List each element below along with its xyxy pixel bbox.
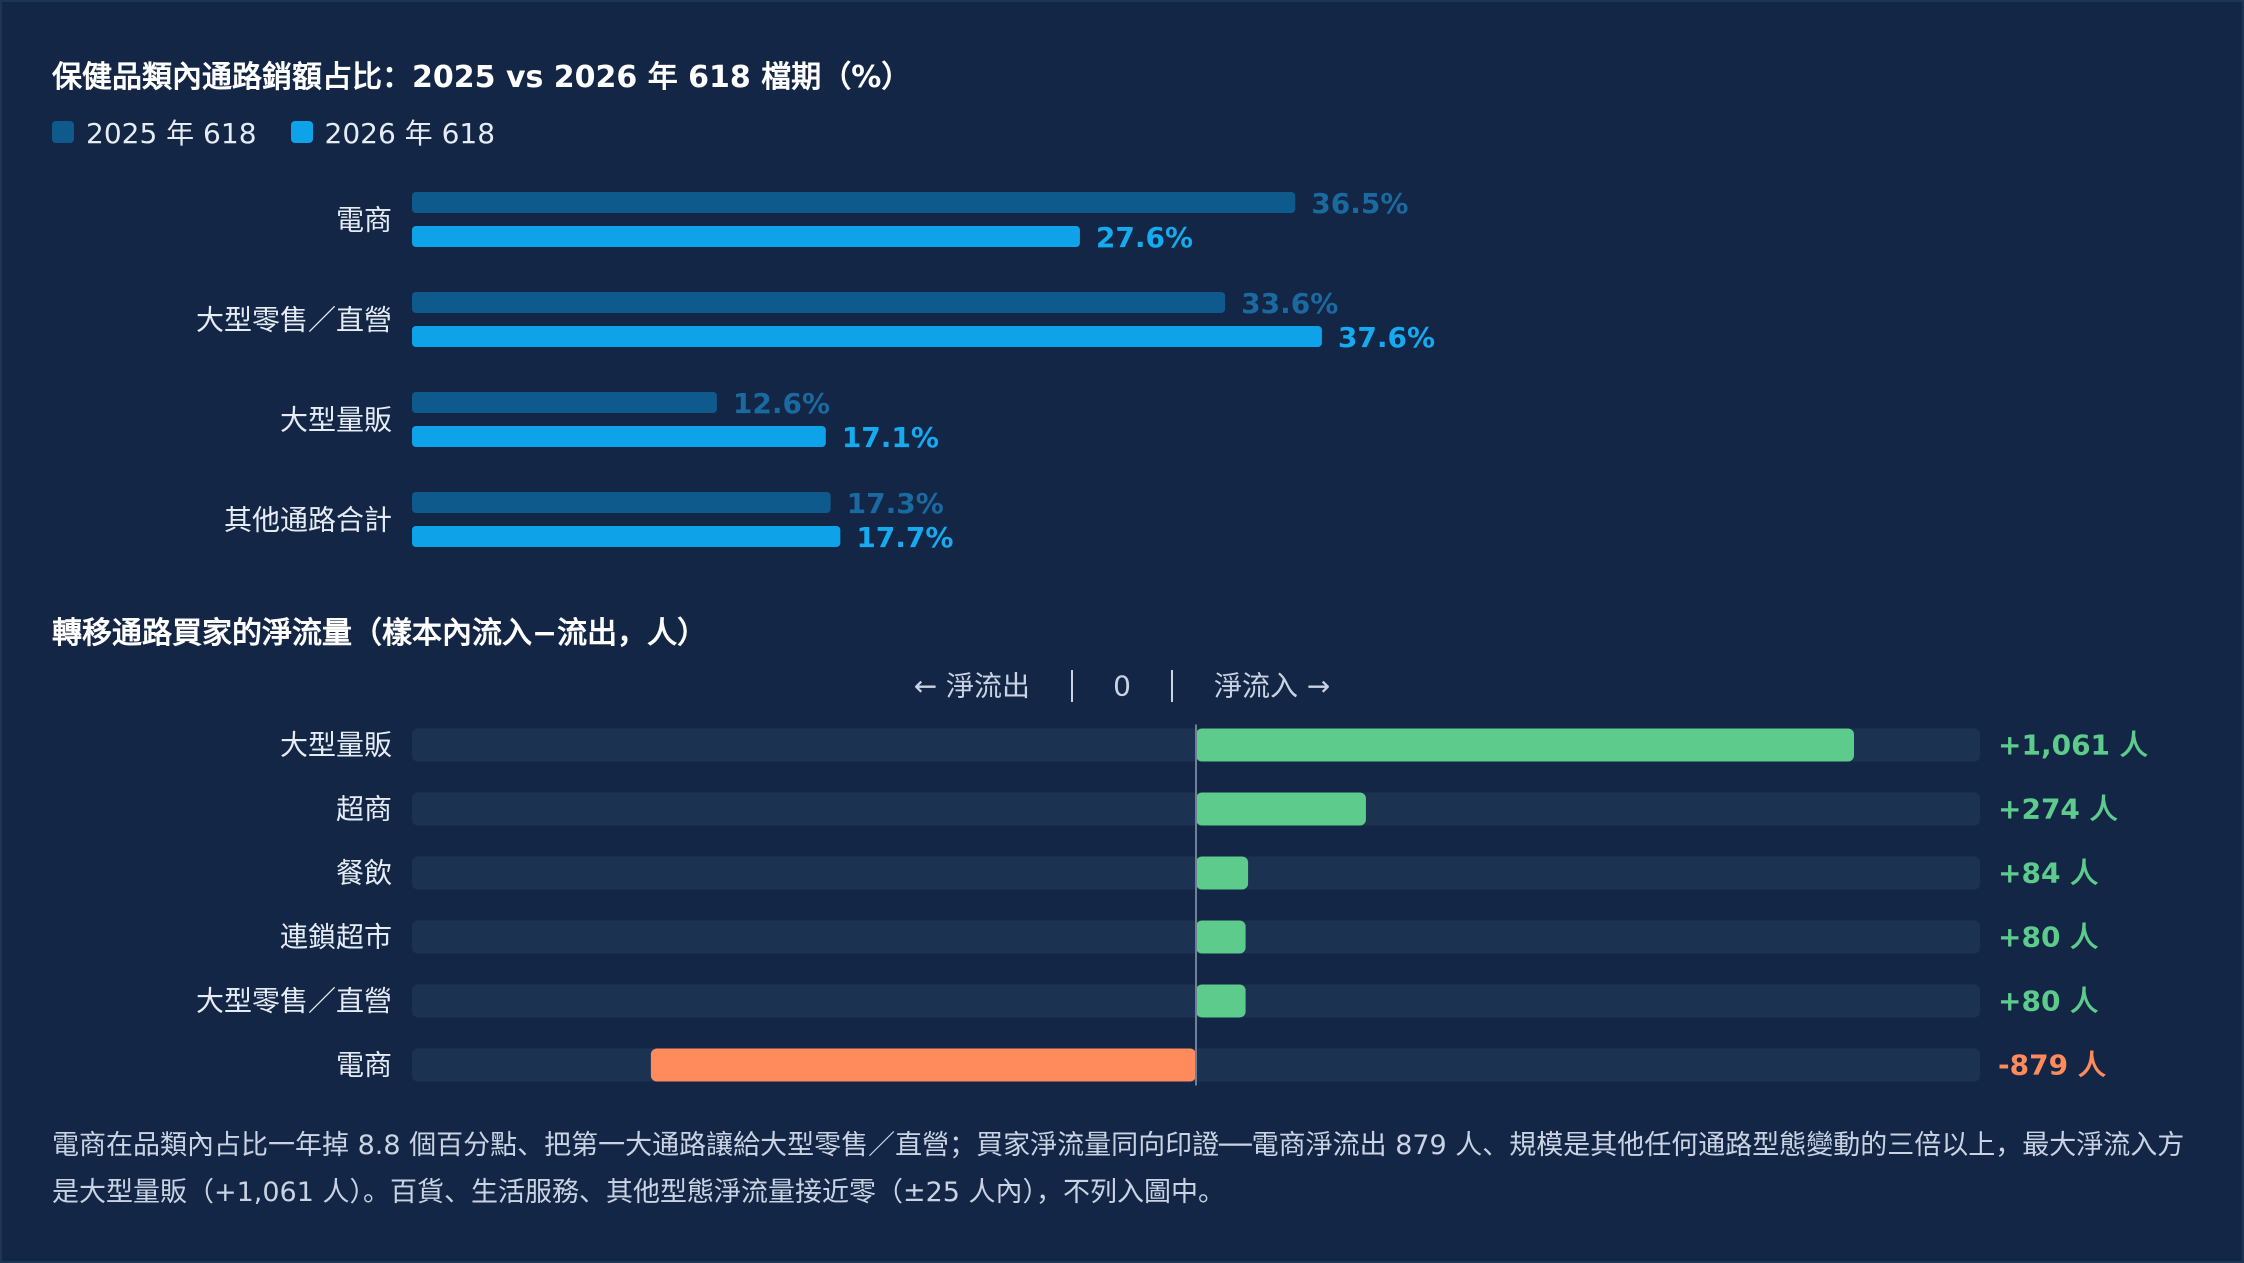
chart-title-share: 保健品類內通路銷額占比：2025 vs 2026 年 618 檔期（%） (52, 60, 912, 95)
data-label: +274 人 (1998, 793, 2118, 826)
data-label-2025: 12.6% (733, 387, 830, 420)
bar-inflow (1196, 856, 1249, 890)
category-label: 餐飲 (336, 857, 392, 890)
axis-hint-zero: 0 (1113, 670, 1131, 703)
bar-2026 (412, 326, 1322, 347)
data-label-2026: 37.6% (1338, 321, 1435, 354)
category-label: 其他通路合計 (224, 504, 392, 537)
legend-label-2026: 2026 年 618 (324, 117, 496, 150)
bar-inflow (1196, 920, 1246, 954)
bar-inflow (1196, 728, 1854, 762)
data-label-2025: 33.6% (1241, 287, 1338, 320)
data-label-2026: 17.7% (856, 521, 953, 554)
category-label: 連鎖超市 (280, 921, 392, 954)
category-label: 電商 (336, 1049, 392, 1082)
data-label: -879 人 (1998, 1049, 2106, 1082)
data-label-2025: 17.3% (847, 487, 944, 520)
bar-inflow (1196, 792, 1366, 826)
bar-outflow (650, 1048, 1196, 1082)
bar-2026 (412, 226, 1080, 247)
data-label: +80 人 (1998, 921, 2098, 954)
category-label: 大型零售／直營 (196, 304, 392, 337)
category-label: 超商 (336, 793, 392, 826)
axis-hint-outflow: ← 淨流出 (914, 670, 1030, 703)
bar-2025 (412, 192, 1296, 213)
category-label: 大型零售／直營 (196, 985, 392, 1018)
bar-2025 (412, 492, 831, 513)
legend-swatch-2026 (290, 121, 313, 143)
data-label: +84 人 (1998, 857, 2098, 890)
legend: 2025 年 618 2026 年 618 (52, 112, 529, 152)
legend-label-2025: 2025 年 618 (86, 117, 257, 150)
data-label-2026: 27.6% (1096, 221, 1193, 254)
bar-inflow (1196, 984, 1246, 1018)
bar-2026 (412, 426, 826, 447)
data-label-2025: 36.5% (1311, 187, 1408, 220)
category-label: 大型量販 (280, 729, 392, 762)
legend-swatch-2025 (52, 121, 74, 143)
legend-item-2026: 2026 年 618 (290, 112, 496, 152)
bar-2025 (412, 292, 1226, 313)
category-label: 電商 (336, 204, 392, 237)
legend-item-2025: 2025 年 618 (52, 112, 257, 152)
data-label: +80 人 (1998, 985, 2098, 1018)
bar-2026 (412, 526, 841, 547)
footnote: 電商在品類內占比一年掉 8.8 個百分點、把第一大通路讓給大型零售／直營；買家淨… (52, 1130, 2185, 1208)
chart-title-flow: 轉移通路買家的淨流量（樣本內流入−流出，人） (52, 616, 708, 651)
category-label: 大型量販 (280, 404, 392, 437)
axis-hint-inflow: 淨流入 → (1214, 670, 1330, 703)
data-label-2026: 17.1% (842, 421, 939, 454)
data-label: +1,061 人 (1998, 729, 2148, 762)
bar-2025 (412, 392, 717, 413)
